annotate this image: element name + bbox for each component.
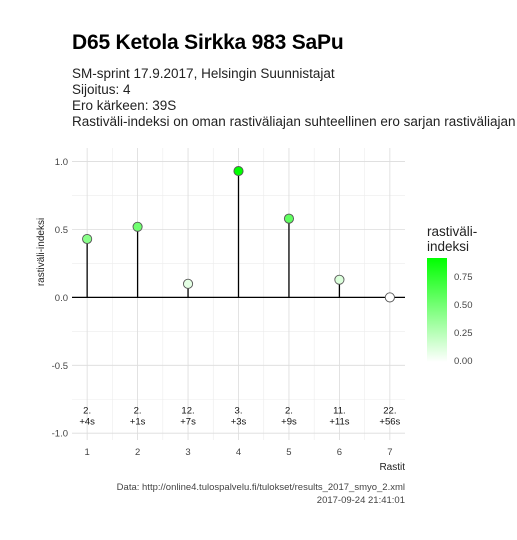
legend-title: rastiväli-indeksi xyxy=(427,224,478,254)
x-tick-label: 6 xyxy=(337,447,342,458)
time-diff-label: +1s xyxy=(130,416,146,427)
rank-label: 2. xyxy=(83,406,91,417)
x-tick-label: 2 xyxy=(135,447,140,458)
legend-tick-label: 0.50 xyxy=(454,300,473,312)
data-point xyxy=(82,233,93,245)
chart-title: D65 Ketola Sirkka 983 SaPu xyxy=(72,31,344,54)
subtitle-time-behind: Ero kärkeen: 39S xyxy=(72,98,177,113)
time-diff-label: +3s xyxy=(231,416,247,427)
x-tick-label: 7 xyxy=(387,447,392,458)
time-diff-label: +9s xyxy=(281,416,297,427)
caption-data-source: Data: http://online4.tulospalvelu.fi/tul… xyxy=(116,482,405,493)
time-diff-label: +4s xyxy=(79,416,95,427)
rank-label: 3. xyxy=(235,406,243,417)
legend-tick-label: 0.25 xyxy=(454,328,473,340)
time-diff-label: +56s xyxy=(379,416,400,427)
legend-tick-label: 0.00 xyxy=(454,356,473,367)
data-point xyxy=(283,213,295,224)
rank-label: 2. xyxy=(285,406,293,417)
data-point xyxy=(334,274,345,285)
x-tick-label: 5 xyxy=(286,447,291,458)
legend-tick-label: 0.75 xyxy=(454,272,473,284)
time-diff-label: +7s xyxy=(180,416,196,427)
data-point xyxy=(182,278,194,289)
data-point xyxy=(233,166,244,177)
legend-color-bar xyxy=(427,258,447,362)
data-point xyxy=(384,292,395,303)
rank-label: 2. xyxy=(134,406,142,417)
y-tick-label: -1.0 xyxy=(52,429,68,440)
subtitle-description: Rastiväli-indeksi on oman rastiväliajan … xyxy=(72,114,517,129)
y-tick-label: 0.0 xyxy=(55,293,68,304)
subtitle-event: SM-sprint 17.9.2017, Helsingin Suunnista… xyxy=(72,66,335,81)
time-diff-label: +11s xyxy=(329,416,349,427)
caption-timestamp: 2017-09-24 21:41:01 xyxy=(316,495,405,506)
data-point xyxy=(132,221,143,232)
y-tick-label: -0.5 xyxy=(52,361,68,372)
x-axis-title: Rastit xyxy=(379,462,405,473)
rank-label: 22. xyxy=(383,406,396,417)
y-tick-label: 1.0 xyxy=(55,157,68,168)
y-axis-title: rastiväli-indeksi xyxy=(36,218,47,286)
y-tick-label: 0.5 xyxy=(55,225,68,236)
x-tick-label: 3 xyxy=(185,447,190,458)
x-tick-label: 4 xyxy=(236,447,241,458)
x-tick-label: 1 xyxy=(84,447,89,458)
rank-label: 12. xyxy=(181,406,194,417)
subtitle-placement: Sijoitus: 4 xyxy=(72,82,131,97)
rank-label: 11. xyxy=(333,406,346,417)
